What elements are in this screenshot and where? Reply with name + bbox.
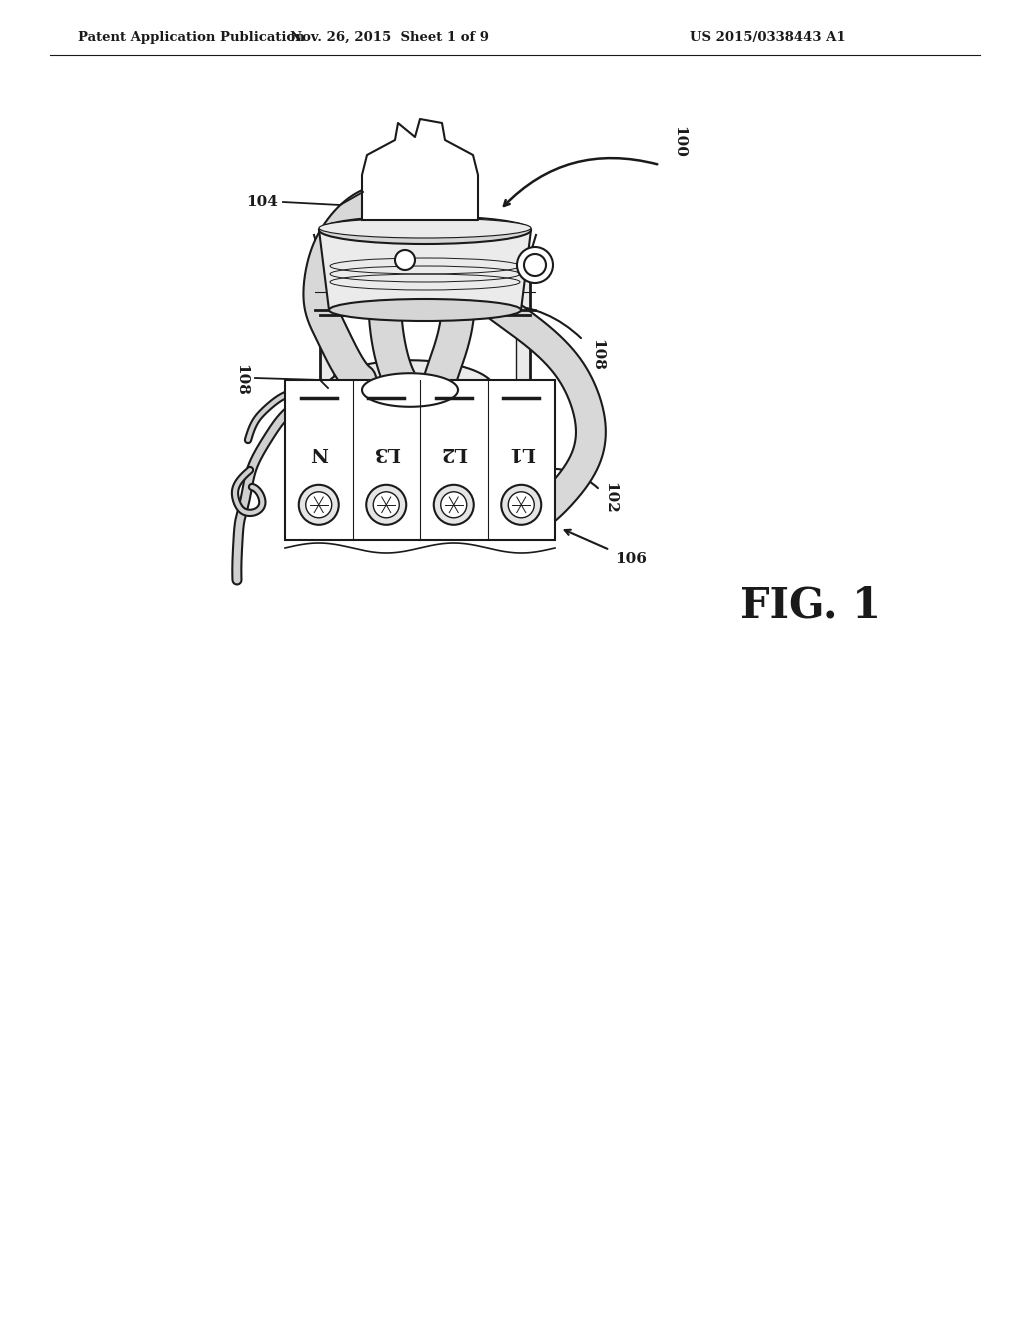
Polygon shape: [362, 374, 458, 407]
Ellipse shape: [329, 300, 521, 321]
Circle shape: [517, 247, 553, 282]
Text: US 2015/0338443 A1: US 2015/0338443 A1: [690, 30, 846, 44]
Polygon shape: [325, 360, 495, 420]
Polygon shape: [335, 232, 495, 288]
Polygon shape: [362, 119, 478, 220]
Polygon shape: [319, 255, 334, 520]
Text: 106: 106: [615, 552, 647, 566]
Text: Nov. 26, 2015  Sheet 1 of 9: Nov. 26, 2015 Sheet 1 of 9: [291, 30, 489, 44]
Text: FIG. 1: FIG. 1: [740, 583, 881, 626]
Circle shape: [299, 484, 339, 525]
Circle shape: [508, 492, 535, 517]
Circle shape: [374, 492, 399, 517]
Text: L3: L3: [373, 444, 400, 461]
Text: Patent Application Publication: Patent Application Publication: [78, 30, 305, 44]
Text: N: N: [310, 444, 328, 461]
Circle shape: [440, 492, 467, 517]
Polygon shape: [370, 244, 460, 276]
Polygon shape: [285, 380, 555, 540]
Polygon shape: [319, 230, 531, 310]
Ellipse shape: [319, 216, 531, 244]
Text: 104: 104: [246, 195, 278, 209]
Text: 108: 108: [590, 339, 604, 371]
Text: 108: 108: [234, 364, 248, 396]
Polygon shape: [516, 255, 530, 520]
Circle shape: [306, 492, 332, 517]
Circle shape: [502, 484, 542, 525]
Circle shape: [434, 484, 474, 525]
Circle shape: [367, 484, 407, 525]
Text: L2: L2: [440, 444, 467, 461]
Text: 100: 100: [672, 127, 686, 158]
Circle shape: [524, 253, 546, 276]
Ellipse shape: [319, 218, 531, 238]
Text: L1: L1: [508, 444, 535, 461]
Text: 102: 102: [603, 482, 617, 513]
Circle shape: [395, 249, 415, 271]
